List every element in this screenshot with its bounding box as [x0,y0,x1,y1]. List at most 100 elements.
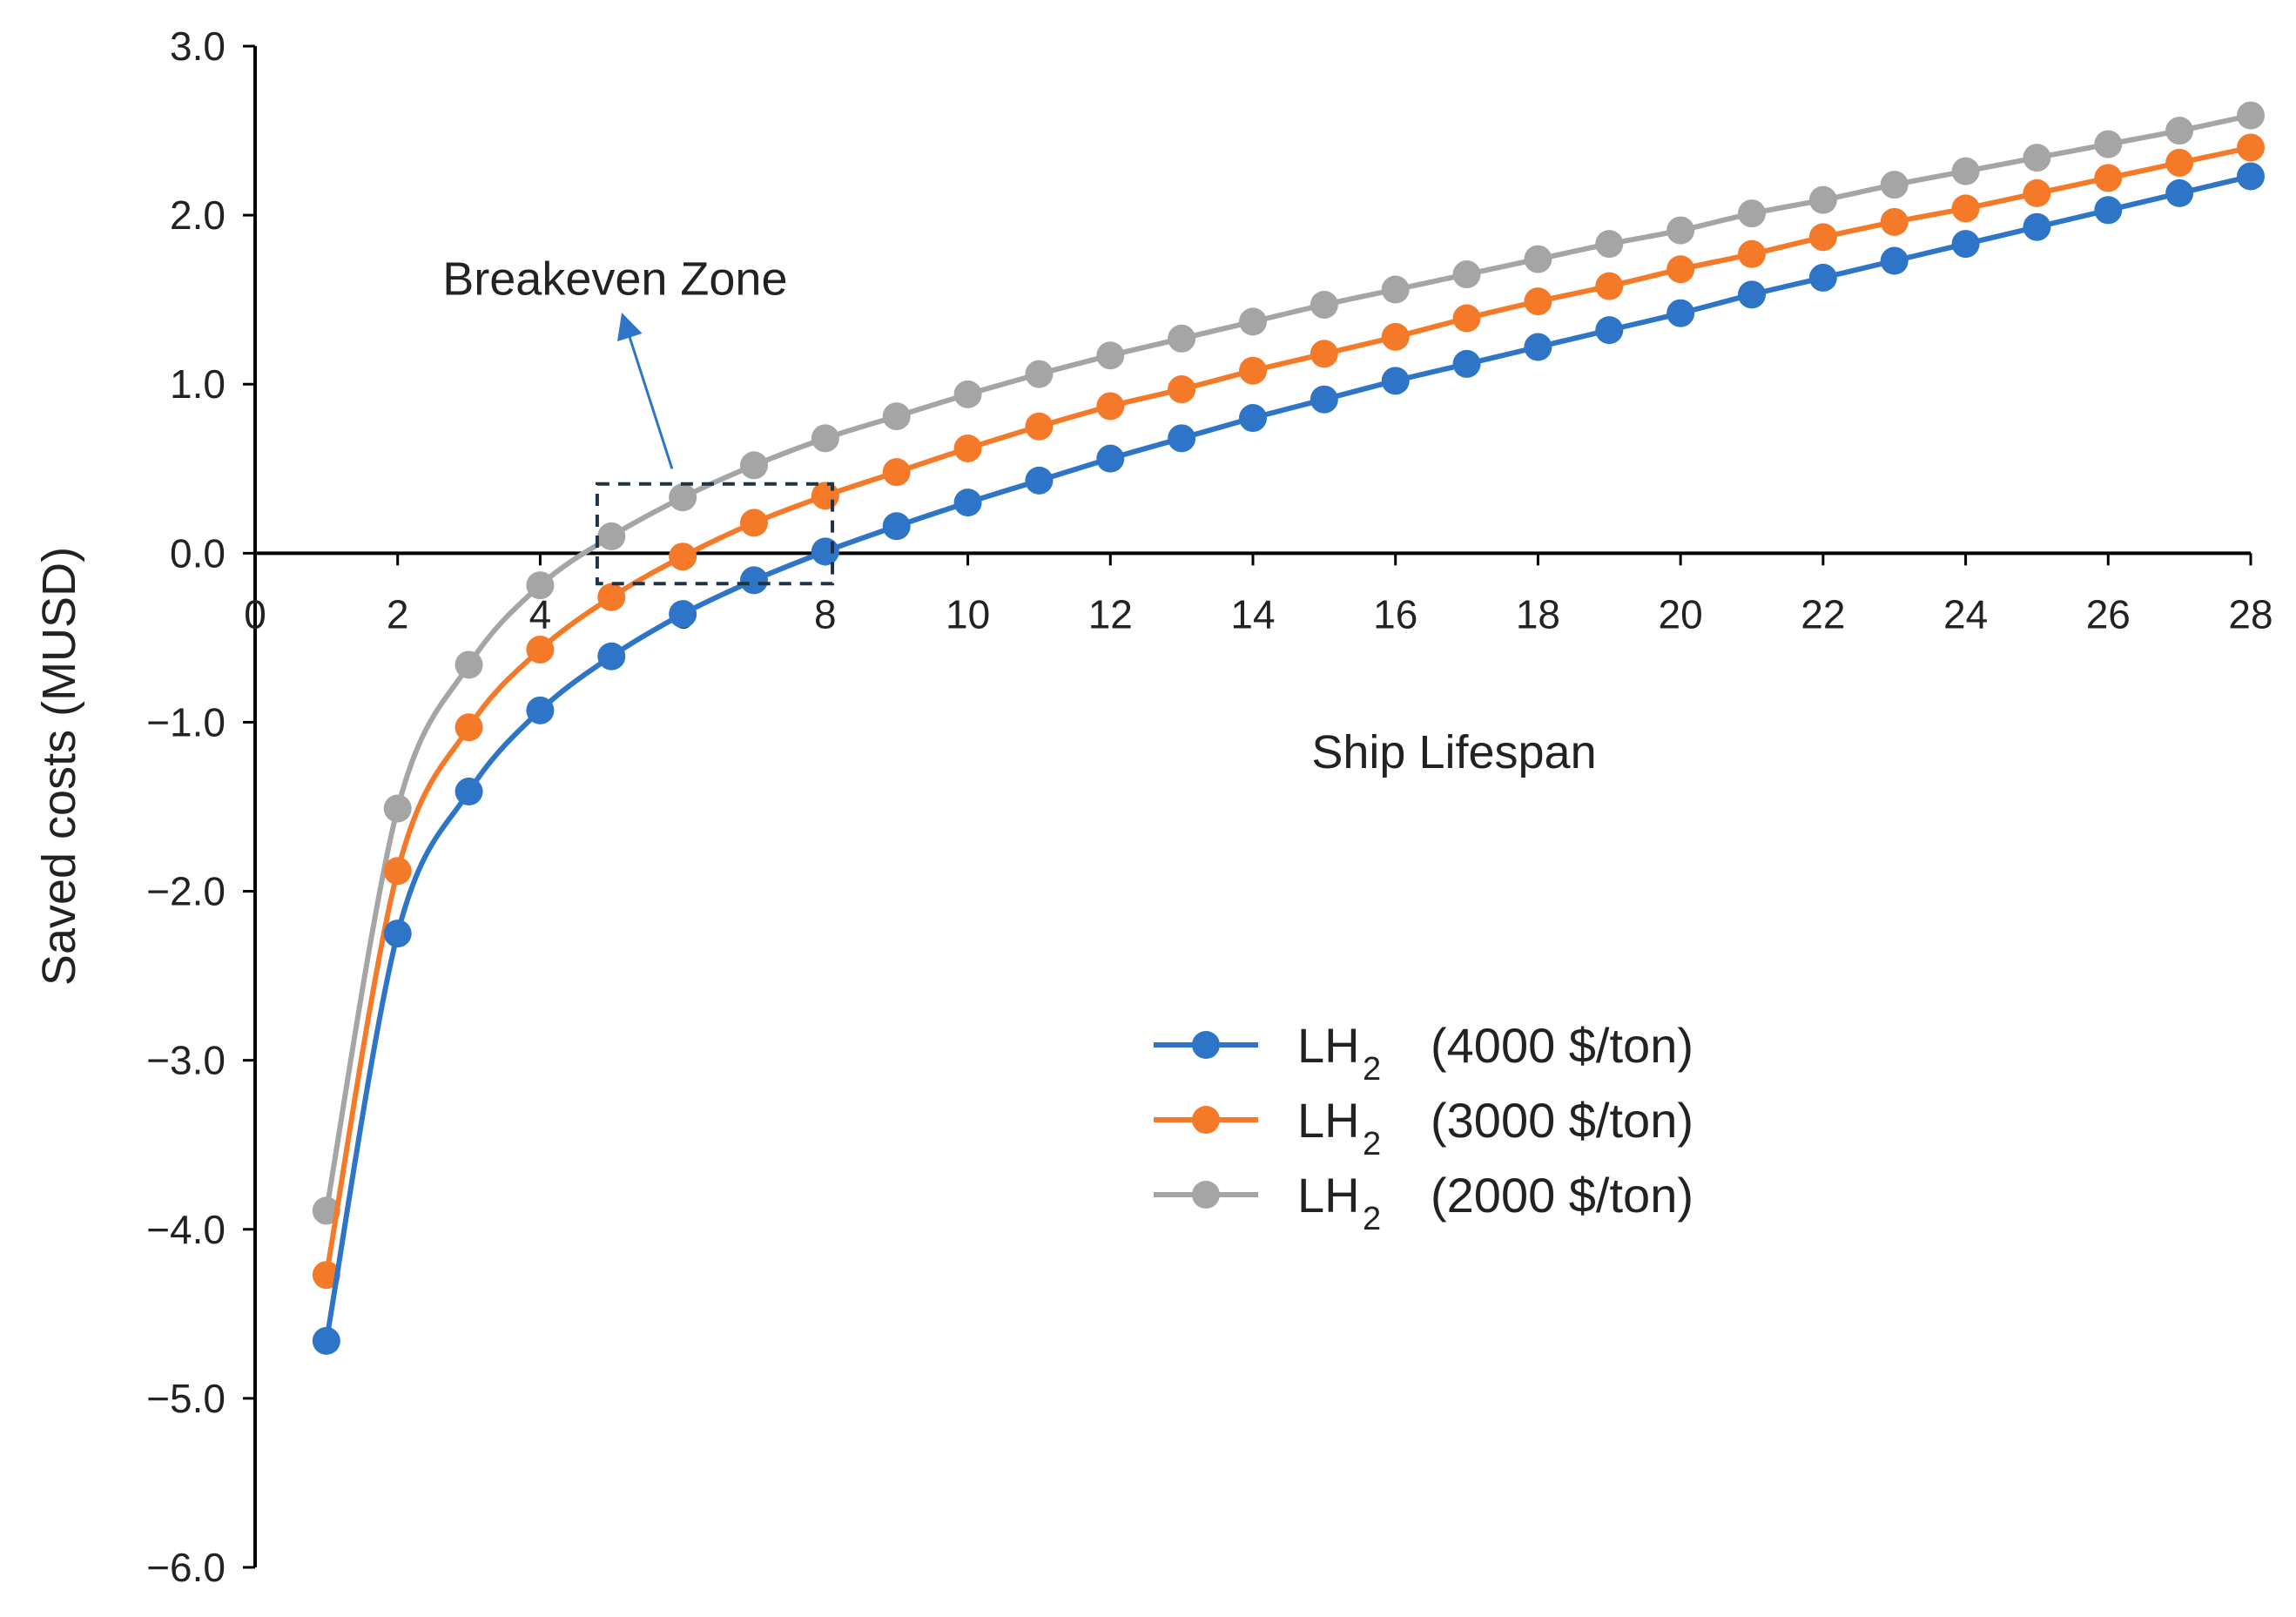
data-point [882,512,911,541]
data-point [2094,164,2123,192]
data-point [1452,260,1481,289]
data-point [312,1326,340,1355]
data-point [1738,280,1766,309]
data-point [1880,171,1909,199]
legend-label-subscript: 2 [1363,1126,1381,1162]
data-point [2237,162,2265,191]
data-point [1666,299,1695,327]
data-point [1880,207,1909,236]
y-tick-label: 1.0 [170,361,226,407]
data-point [811,424,839,453]
data-point [1239,356,1267,385]
y-tick-label: −2.0 [146,869,226,914]
data-point [1808,263,1837,292]
data-point [740,566,768,595]
data-point [1310,385,1338,414]
data-point [526,696,555,724]
data-point [2237,133,2265,162]
data-point [1025,412,1054,441]
y-tick-label: −3.0 [146,1038,226,1083]
breakeven-zone-box [595,482,835,586]
legend-marker [1192,1181,1220,1209]
data-point [1595,272,1624,300]
data-point [1951,194,1980,223]
data-point [383,920,412,948]
data-point [1239,404,1267,433]
legend-marker [1192,1106,1220,1134]
data-point [1310,340,1338,368]
y-tick-label: 0.0 [170,530,226,576]
data-point [2165,179,2194,207]
x-tick-label: 10 [946,591,990,637]
data-point [1025,360,1054,388]
x-tick-label: 14 [1230,591,1275,637]
data-point [2165,148,2194,177]
y-tick-label: 2.0 [170,192,226,238]
data-point [953,434,982,462]
data-point [669,542,697,571]
data-point [1025,466,1054,495]
data-point [454,713,483,742]
legend-item: LH 2 (3000 $/ton) [1154,1093,1693,1162]
x-tick-label: 16 [1373,591,1417,637]
data-point [2094,130,2123,158]
data-point [1239,307,1267,336]
legend: LH 2 (4000 $/ton)LH 2 (3000 $/ton)LH 2 (2000 $… [1154,1018,1693,1237]
data-point [2094,196,2123,225]
data-point [811,482,839,510]
series-line [323,112,2252,1211]
x-tick-label: 8 [814,591,837,637]
data-point [597,642,626,670]
x-tick-label: 22 [1801,591,1845,637]
data-point [1524,333,1552,361]
x-tick-label: 26 [2086,591,2131,637]
data-point [2237,101,2265,130]
data-point [454,650,483,679]
y-axis-ticks: 3.0 2.0 1.0 0.0 −1.0 −2.0 −3.0 −4.0 −5.0 −6.0 [146,24,255,1590]
y-axis-title: Saved costs (MUSD) [33,547,85,986]
x-tick-label: 12 [1088,591,1133,637]
data-point [2023,179,2051,207]
data-point [1096,392,1125,421]
data-point [1951,157,1980,185]
data-point [526,571,555,600]
data-point [1452,304,1481,333]
data-point [740,509,768,537]
data-point [1524,287,1552,316]
data-point [1096,341,1125,370]
data-point [1595,230,1624,259]
data-point [1666,255,1695,284]
data-point [882,458,911,487]
y-tick-label: −6.0 [146,1545,226,1590]
legend-label-subscript: 2 [1363,1201,1381,1237]
data-point [1666,216,1695,245]
data-point [1808,223,1837,252]
data-point [597,583,626,611]
legend-label-price: (4000 $/ton) [1431,1018,1693,1073]
legend-label-main: LH [1297,1168,1360,1223]
data-point [1381,322,1410,351]
x-tick-label: 28 [2228,591,2272,637]
data-point [383,857,412,886]
data-point [1808,185,1837,214]
data-point [953,380,982,408]
data-point [383,794,412,823]
data-point [1452,349,1481,378]
data-point [2165,117,2194,145]
x-axis-title: Ship Lifespan [1311,726,1596,778]
data-point [2023,144,2051,172]
x-tick-label: 20 [1659,591,1703,637]
series-layer [312,101,2265,1355]
data-point [1738,199,1766,228]
x-tick-label: 0 [244,591,266,637]
data-point [1096,444,1125,473]
legend-label-subscript: 2 [1363,1051,1381,1088]
legend-item: LH 2 (2000 $/ton) [1154,1168,1693,1237]
x-tick-label: 24 [1943,591,1988,637]
data-point [597,522,626,550]
data-point [2023,212,2051,241]
data-point [1738,239,1766,268]
y-tick-label: −1.0 [146,699,226,744]
